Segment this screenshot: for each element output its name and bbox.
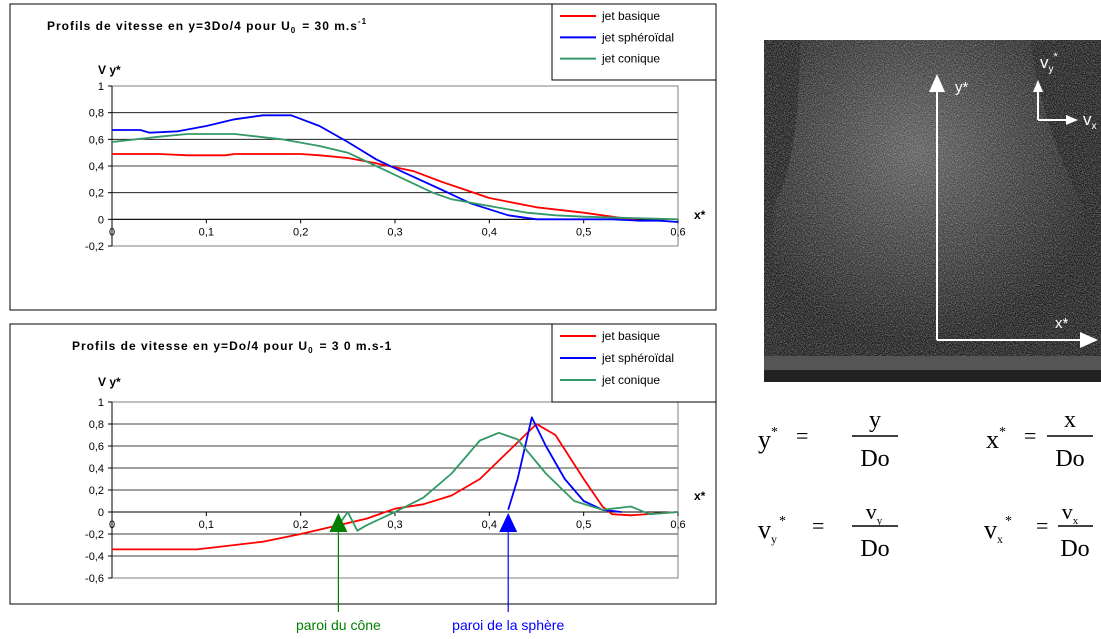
chart-bottom-xtick-label: 0,5 (576, 519, 591, 531)
chart-top-ytick-label: 0,4 (89, 161, 104, 173)
chart-bottom: Profils de vitesse en y=Do/4 pour U0 = 3 … (9, 323, 717, 605)
sphere-wall-label: paroi de la sphère (452, 617, 564, 633)
formula-y-denominator: Do (860, 446, 889, 472)
chart-top-ytick-label: 0,6 (89, 134, 104, 146)
formula-vy-numerator: vy (866, 499, 883, 527)
chart-top-series-jet-basique (112, 153, 641, 222)
chart-bottom-ytick-label: 0,4 (89, 463, 104, 475)
chart-bottom-xtick-label: 0,4 (482, 519, 497, 531)
chart-top-xlabel: x* (694, 208, 706, 222)
chart-top-ticks: 1 0,8 0,6 0,4 0,2 0 -0,2 0 0,1 0,2 0,3 0,4 0,5 0,6 (85, 81, 686, 253)
chart-top-legend-label: jet basique (601, 9, 660, 23)
photo-x-arrow (1080, 332, 1098, 348)
chart-bottom-ytick-label: 0,6 (89, 441, 104, 453)
chart-bottom-ytick-label: -0,4 (85, 551, 104, 563)
chart-top-xtick-label: 0,2 (293, 226, 308, 238)
photo-speckle (764, 40, 1101, 382)
photo-vx-label: vx (1083, 110, 1097, 132)
chart-bottom-series-jet-basique (112, 423, 679, 551)
chart-bottom-xtick-label: 0,1 (199, 519, 214, 531)
chart-bottom-series (112, 416, 679, 551)
sphere-wall-arrow (499, 513, 518, 532)
chart-bottom-ticks: 1 0,8 0,6 0,4 0,2 0 -0,2 -0,4 -0,6 0 0,1 0,2 0,3 0,4 0… (85, 397, 686, 585)
chart-top-xtick-label: 0,3 (387, 226, 402, 238)
chart-top-xtick-label: 0,4 (482, 226, 497, 238)
chart-bottom-xtick-label: 0,2 (293, 519, 308, 531)
chart-top-ylabel: V y* (98, 63, 121, 77)
chart-bottom-legend: jet basique jet sphéroïdal jet conique (551, 323, 717, 403)
chart-bottom-title: Profils de vitesse en y=Do/4 pour U0 = 3 … (72, 339, 392, 355)
chart-top-ytick-label: 0 (98, 214, 104, 226)
photo-base (764, 370, 1101, 382)
formula-vy: vy* = vy Do (758, 499, 898, 562)
photo-y-arrow (929, 74, 945, 92)
chart-bottom-ytick-label: 1 (98, 397, 104, 409)
photo-vx-arrow (1066, 115, 1078, 125)
photo-vy-arrow (1033, 80, 1043, 92)
chart-top-xtick-label: 0,6 (670, 226, 685, 238)
chart-bottom-ytick-label: 0 (98, 507, 104, 519)
formula-vy-denominator: Do (860, 536, 889, 562)
formula-vx: vx* = vx Do (984, 499, 1093, 562)
formula-vx-lhs: vx* (984, 514, 1012, 546)
chart-bottom-ytick-label: -0,6 (85, 573, 104, 585)
formula-y-lhs: y* (758, 425, 778, 454)
chart-top-xtick-label: 0 (109, 226, 115, 238)
chart-bottom-legend-label: jet conique (601, 373, 660, 387)
chart-top-series-jet-spheroidal (112, 114, 679, 223)
chart-top-ytick-label: 0,8 (89, 108, 104, 120)
chart-top-xtick-label: 0,5 (576, 226, 591, 238)
chart-bottom-xtick-label: 0,3 (387, 519, 402, 531)
formula-vy-lhs: vy* (758, 514, 786, 546)
formula-y-numerator: y (869, 407, 881, 433)
chart-bottom-legend-label: jet sphéroïdal (601, 351, 674, 365)
formula-x: x* = x Do (986, 407, 1093, 472)
photo-vy-label: vy* (1040, 51, 1059, 75)
chart-top-xtick-label: 0,1 (199, 226, 214, 238)
formula-vx-equals: = (1036, 513, 1048, 538)
chart-bottom-xtick-label: 0 (109, 519, 115, 531)
chart-top-series-jet-conique (111, 133, 679, 221)
chart-bottom-xtick-label: 0,6 (670, 519, 685, 531)
chart-bottom-legend-label: jet basique (601, 329, 660, 343)
photo-x-label: x* (1055, 315, 1069, 332)
photo-y-label: y* (955, 79, 969, 96)
chart-top-legend-label: jet conique (601, 52, 660, 66)
chart-bottom-ytick-label: -0,2 (85, 529, 104, 541)
cone-wall-arrow (329, 513, 348, 532)
chart-top-ytick-label: -0,2 (85, 241, 104, 253)
chart-top-legend-label: jet sphéroïdal (601, 30, 674, 44)
chart-bottom-xlabel: x* (694, 489, 706, 503)
formula-x-denominator: Do (1055, 446, 1084, 472)
chart-top-title: Profils de vitesse en y=3Do/4 pour U0 = 3… (47, 17, 367, 35)
formula-x-numerator: x (1064, 407, 1076, 433)
formula-vx-numerator: vx (1062, 499, 1079, 527)
chart-bottom-ytick-label: 0,8 (89, 419, 104, 431)
chart-bottom-series-jet-conique (337, 431, 679, 532)
formulas: y* = y Do x* = x Do vy* = vy Do vx* = vx (758, 407, 1093, 562)
formula-x-lhs: x* (986, 425, 1006, 454)
formula-y: y* = y Do (758, 407, 898, 472)
chart-top: Profils de vitesse en y=3Do/4 pour U0 = 3… (9, 3, 717, 311)
formula-y-equals: = (796, 423, 808, 448)
chart-top-ytick-label: 0,2 (89, 188, 104, 200)
formula-vx-denominator: Do (1060, 536, 1089, 562)
nozzle-plate (764, 356, 1101, 370)
cone-wall-label: paroi du cône (296, 617, 381, 633)
wall-markers: paroi du cône paroi de la sphère (296, 513, 564, 633)
chart-bottom-ytick-label: 0,2 (89, 485, 104, 497)
chart-top-series (111, 114, 679, 223)
chart-top-ytick-label: 1 (98, 81, 104, 93)
formula-vy-equals: = (812, 513, 824, 538)
jet-photograph: y* x* vy* vx (764, 40, 1101, 382)
chart-bottom-ylabel: V y* (98, 375, 121, 389)
chart-top-legend: jet basique jet sphéroïdal jet conique (551, 3, 717, 81)
formula-x-equals: = (1024, 423, 1036, 448)
